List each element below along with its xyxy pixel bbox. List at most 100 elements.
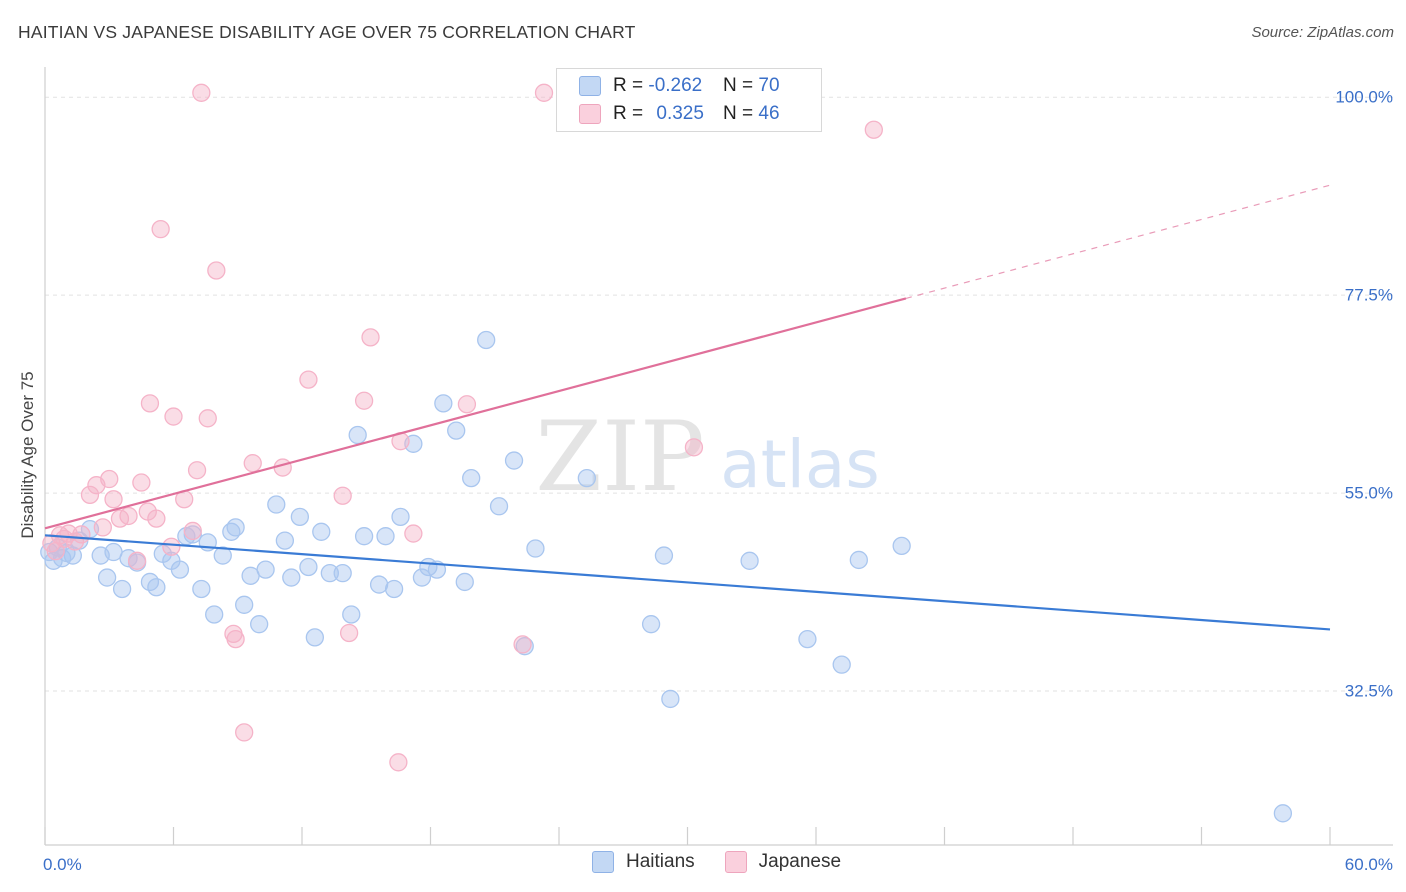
n-value-japanese: 46 — [758, 103, 780, 124]
japanese-point — [457, 395, 477, 414]
n-label: N = — [723, 103, 759, 124]
r-label: R = — [613, 103, 649, 124]
haitians-point — [434, 394, 453, 413]
japanese-point — [207, 261, 226, 280]
japanese-point — [164, 407, 183, 426]
haitians-point — [577, 468, 596, 488]
japanese-point — [127, 551, 147, 570]
haitians-point — [97, 568, 117, 587]
haitians-point — [740, 551, 759, 570]
haitians-point — [455, 572, 474, 592]
japanese-point — [226, 629, 245, 649]
japanese-point — [404, 524, 423, 543]
haitians-point — [849, 550, 868, 570]
japanese-point — [534, 83, 554, 102]
legend-row-japanese: R = 0.325 N = 46 — [579, 101, 780, 127]
haitians-point — [661, 689, 680, 709]
n-label: N = — [723, 75, 759, 96]
haitians-point — [412, 568, 432, 587]
y-tick-label: 100.0% — [1335, 88, 1393, 107]
japanese-swatch — [579, 104, 601, 124]
x-tick-label: 0.0% — [43, 855, 82, 874]
japanese-point — [684, 438, 704, 457]
haitians-point — [376, 527, 395, 546]
haitians-point — [462, 468, 481, 488]
haitians-point — [256, 560, 275, 579]
haitians-point — [213, 546, 232, 565]
gridlines — [45, 96, 1393, 692]
watermark-atlas: atlas — [720, 426, 880, 503]
haitians-point — [112, 579, 132, 599]
haitians-trend-line — [44, 534, 1331, 631]
japanese-point — [187, 461, 207, 480]
y-tick-label: 55.0% — [1345, 484, 1393, 503]
haitians-point — [250, 615, 269, 634]
japanese-point — [151, 220, 170, 239]
haitians-point — [312, 522, 331, 541]
r-value-haitians: -0.262 — [648, 75, 703, 96]
haitians-point — [342, 605, 361, 624]
japanese-point — [235, 723, 254, 742]
legend-row-haitians: R = -0.262 N = 70 — [579, 73, 780, 99]
japanese-point — [273, 458, 292, 477]
r-value-japanese: 0.325 — [656, 103, 704, 124]
haitians-point — [235, 595, 254, 614]
haitians-point — [641, 615, 661, 634]
n-value-haitians: 70 — [758, 75, 780, 96]
r-label: R = — [613, 75, 649, 96]
haitians-point — [798, 629, 817, 649]
japanese-trend-line — [44, 297, 907, 530]
haitians-point — [489, 497, 509, 516]
trend-lines — [44, 184, 1331, 631]
japanese-point — [147, 509, 166, 528]
japanese-point — [93, 518, 112, 537]
japanese-point — [198, 409, 217, 428]
y-tick-label: 32.5% — [1345, 682, 1393, 701]
legend-label-japanese: Japanese — [758, 851, 842, 872]
japanese-point — [361, 328, 380, 347]
haitians-point — [320, 563, 339, 583]
haitians-point — [447, 421, 466, 440]
japanese-point — [389, 753, 408, 772]
y-tick-label: 77.5% — [1345, 286, 1393, 305]
haitians-point — [348, 425, 367, 445]
japanese-point — [243, 454, 262, 473]
y-axis-label: Disability Age Over 75 — [18, 371, 37, 539]
japanese-point — [140, 394, 160, 413]
haitians-point — [384, 579, 404, 599]
japanese-point — [104, 490, 123, 509]
watermark: ZIP atlas — [535, 401, 879, 513]
japanese-point — [132, 473, 151, 492]
x-tick-labels: 0.0% 60.0% — [43, 855, 1393, 874]
haitians-point — [477, 330, 496, 350]
haitians-point — [205, 605, 224, 624]
haitians-point — [192, 579, 211, 599]
haitians-point — [299, 557, 318, 577]
legend-item-haitians[interactable]: Haitians — [592, 851, 695, 873]
haitians-point — [170, 560, 190, 579]
x-tick-label: 60.0% — [1345, 855, 1393, 874]
haitians-point — [369, 575, 389, 594]
japanese-point — [80, 485, 100, 504]
source-label: Source: ZipAtlas.com — [1251, 24, 1394, 41]
haitians-point — [526, 539, 545, 558]
japanese-point — [100, 469, 119, 489]
haitians-swatch — [579, 76, 601, 96]
legend-item-japanese[interactable]: Japanese — [724, 851, 842, 873]
japanese-point — [162, 537, 181, 556]
japanese-legend-swatch — [724, 851, 747, 873]
japanese-trend-line-extension — [905, 184, 1331, 299]
japanese-point — [119, 506, 138, 526]
stats-legend: R = -0.262 N = 70 R = 0.325 N = 46 — [556, 68, 822, 132]
watermark-zip: ZIP — [535, 401, 704, 513]
haitians-point — [275, 531, 295, 550]
series-haitians — [40, 330, 1293, 823]
haitians-point — [226, 518, 245, 537]
japanese-point — [354, 391, 374, 410]
haitians-point — [832, 655, 851, 674]
japanese-point — [339, 623, 359, 643]
japanese-point — [513, 635, 532, 654]
japanese-point — [72, 525, 91, 544]
y-tick-labels: 32.5% 55.0% 77.5% 100.0% — [1335, 88, 1393, 701]
